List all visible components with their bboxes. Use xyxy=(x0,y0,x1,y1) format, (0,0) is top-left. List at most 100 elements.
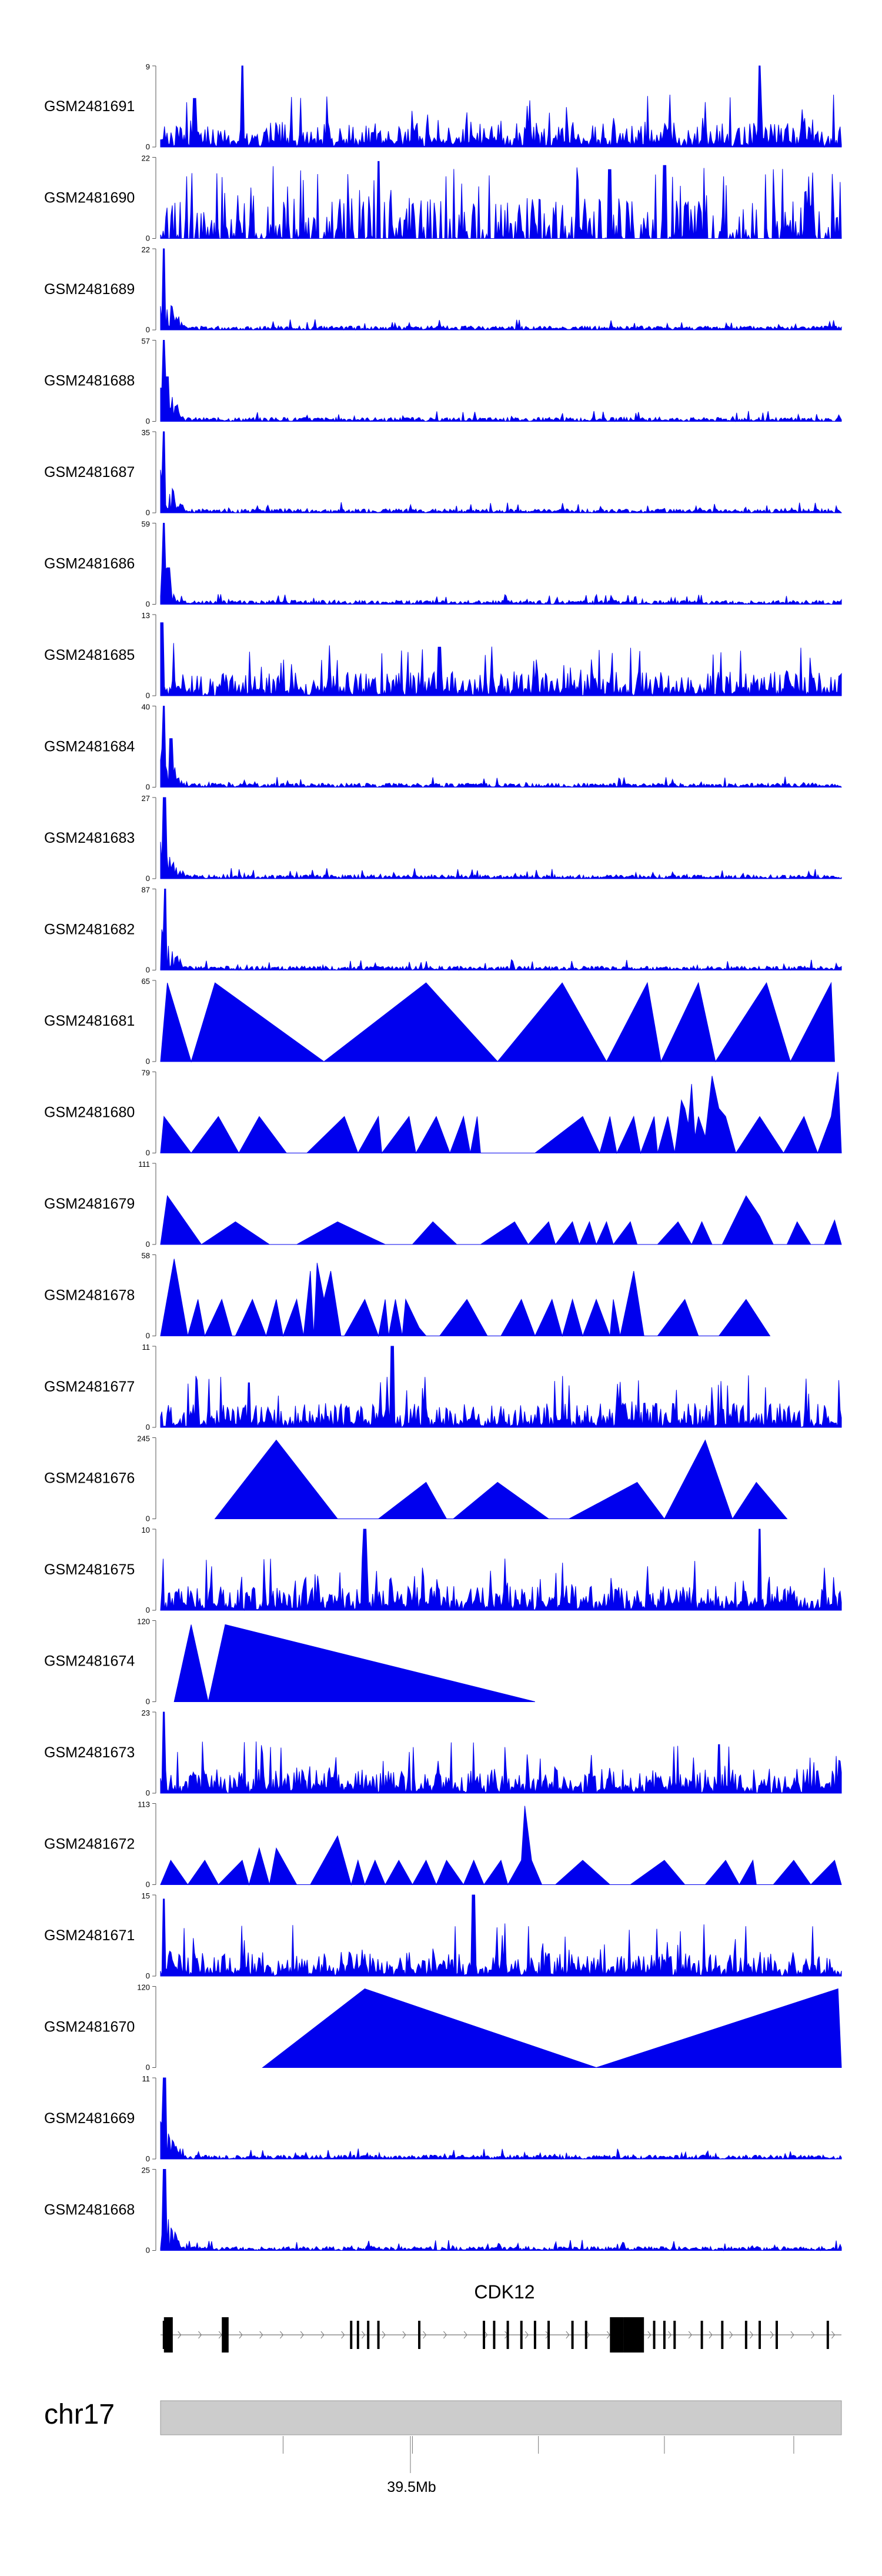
exon xyxy=(826,2321,829,2349)
coverage-area xyxy=(214,1439,788,1520)
exon xyxy=(493,2321,496,2349)
y-max-label: 87 xyxy=(142,886,150,895)
y-max-label: 113 xyxy=(138,1800,150,1809)
exon xyxy=(571,2321,574,2349)
track-GSM2481677: GSM2481677 11 0 xyxy=(44,1343,842,1432)
track-label: GSM2481690 xyxy=(44,190,135,206)
exon xyxy=(700,2321,703,2349)
track-GSM2481681: GSM2481681 65 0 xyxy=(44,977,835,1066)
exon-block xyxy=(623,2317,644,2353)
y-max-label: 59 xyxy=(142,520,150,529)
exon xyxy=(533,2321,536,2349)
track-label: GSM2481677 xyxy=(44,1379,135,1395)
track-GSM2481679: GSM2481679 111 0 xyxy=(44,1160,842,1249)
strand-arrow xyxy=(688,2331,692,2339)
strand-arrow xyxy=(729,2331,733,2339)
coverage-area xyxy=(160,2077,842,2160)
track-GSM2481682: GSM2481682 87 0 xyxy=(44,886,842,975)
exon xyxy=(367,2321,370,2349)
y-min-label: 0 xyxy=(146,1057,150,1066)
y-min-label: 0 xyxy=(146,691,150,700)
track-label: GSM2481672 xyxy=(44,1836,135,1853)
y-max-label: 111 xyxy=(138,1160,150,1169)
track-GSM2481675: GSM2481675 10 0 xyxy=(44,1526,842,1614)
y-max-label: 10 xyxy=(142,1526,150,1534)
track-label: GSM2481686 xyxy=(44,556,135,572)
y-max-label: 40 xyxy=(142,703,150,712)
strand-arrow xyxy=(320,2331,325,2339)
track-GSM2481678: GSM2481678 58 0 xyxy=(44,1252,771,1340)
track-label: GSM2481676 xyxy=(44,1470,135,1487)
track-label: GSM2481680 xyxy=(44,1105,135,1121)
exon xyxy=(744,2321,747,2349)
track-GSM2481670: GSM2481670 120 0 xyxy=(44,1983,842,2072)
coverage-area xyxy=(160,1711,842,1794)
strand-arrow xyxy=(484,2331,488,2339)
strand-arrow xyxy=(198,2331,202,2339)
track-GSM2481684: GSM2481684 40 0 xyxy=(44,703,842,792)
strand-arrow xyxy=(524,2331,529,2339)
exon xyxy=(653,2321,656,2349)
track-label: GSM2481668 xyxy=(44,2202,135,2218)
y-min-label: 0 xyxy=(146,2246,150,2255)
y-max-label: 25 xyxy=(142,2166,150,2175)
exon xyxy=(584,2321,587,2349)
coverage-area xyxy=(160,1529,842,1611)
track-GSM2481680: GSM2481680 79 0 xyxy=(44,1069,842,1157)
exon xyxy=(506,2321,509,2349)
exon xyxy=(418,2321,421,2349)
track-label: GSM2481689 xyxy=(44,281,135,298)
ideogram-bar xyxy=(160,2400,842,2435)
y-min-label: 0 xyxy=(146,417,150,426)
gene-label: CDK12 xyxy=(474,2281,534,2303)
gene-track: CDK12 xyxy=(161,2281,841,2353)
track-label: GSM2481671 xyxy=(44,1927,135,1944)
coverage-area xyxy=(160,161,842,240)
y-max-label: 65 xyxy=(142,977,150,986)
track-GSM2481672: GSM2481672 113 0 xyxy=(44,1800,842,1889)
track-label: GSM2481675 xyxy=(44,1561,135,1578)
y-max-label: 22 xyxy=(142,154,150,163)
strand-arrow xyxy=(280,2331,284,2339)
y-min-label: 0 xyxy=(146,2154,150,2163)
axis-tick-label: 39.5Mb xyxy=(387,2479,436,2495)
y-min-label: 0 xyxy=(146,325,150,334)
y-min-label: 0 xyxy=(146,874,150,883)
coverage-area xyxy=(160,706,842,788)
track-label: GSM2481674 xyxy=(44,1653,135,1670)
track-label: GSM2481669 xyxy=(44,2110,135,2127)
coverage-area xyxy=(160,2169,842,2251)
strand-arrow xyxy=(443,2331,447,2339)
track-label: GSM2481681 xyxy=(44,1013,135,1029)
track-GSM2481671: GSM2481671 15 0 xyxy=(44,1891,842,1980)
strand-arrow xyxy=(770,2331,774,2339)
chromosome-label: chr17 xyxy=(44,2399,115,2430)
exon xyxy=(759,2321,761,2349)
coverage-area xyxy=(160,982,835,1063)
coverage-area xyxy=(160,340,842,422)
exon xyxy=(775,2321,778,2349)
strand-arrow xyxy=(811,2331,815,2339)
y-min-label: 0 xyxy=(146,1423,150,1432)
coverage-area xyxy=(160,1072,842,1154)
y-max-label: 120 xyxy=(137,1983,150,1992)
coverage-area xyxy=(160,889,842,971)
exon xyxy=(377,2321,380,2349)
y-min-label: 0 xyxy=(146,600,150,609)
y-min-label: 0 xyxy=(146,508,150,517)
track-GSM2481669: GSM2481669 11 0 xyxy=(44,2074,842,2163)
strand-arrow xyxy=(239,2331,243,2339)
strand-arrow xyxy=(259,2331,263,2339)
y-max-label: 9 xyxy=(146,62,150,71)
coverage-area xyxy=(160,1346,842,1428)
y-min-label: 0 xyxy=(146,142,150,151)
strand-arrow xyxy=(382,2331,386,2339)
strand-arrow xyxy=(586,2331,590,2339)
coverage-area xyxy=(160,523,842,606)
y-min-label: 0 xyxy=(146,1149,150,1157)
coverage-area xyxy=(262,1988,842,2068)
exon-block xyxy=(163,2317,173,2353)
y-min-label: 0 xyxy=(146,1240,150,1249)
exon xyxy=(520,2321,523,2349)
